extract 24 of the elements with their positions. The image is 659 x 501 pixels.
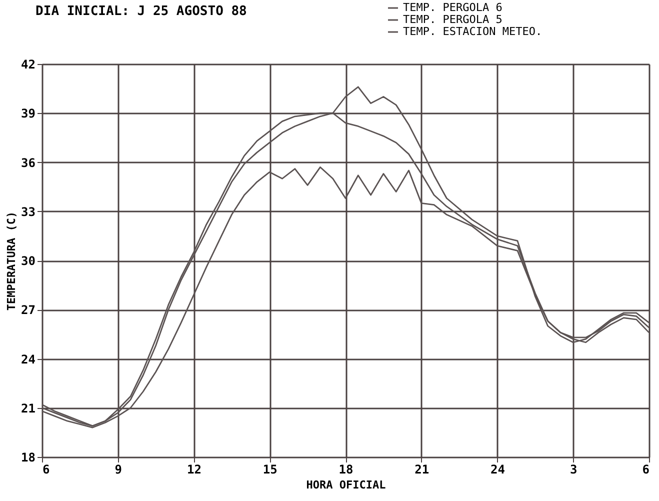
y-tick-label: 18 (21, 450, 36, 464)
x-tick-label: 15 (262, 462, 278, 476)
y-tick-label: 33 (21, 204, 36, 219)
y-tick-label: 30 (21, 254, 36, 268)
x-tick-label: 6 (642, 462, 650, 476)
legend-label: TEMP. PERGOLA 6 (403, 1, 502, 14)
y-tick-label: 27 (21, 303, 36, 318)
x-axis-title: HORA OFICIAL (306, 478, 386, 492)
y-tick-label: 39 (21, 106, 36, 121)
x-tick-label: 3 (570, 462, 578, 476)
x-tick-label: 21 (414, 462, 430, 476)
legend-label: TEMP. ESTACION METEO. (403, 25, 542, 38)
y-tick-label: 36 (21, 156, 36, 170)
y-tick-label: 42 (21, 58, 36, 72)
x-tick-label: 12 (187, 462, 202, 476)
x-tick-label: 18 (338, 462, 354, 476)
x-tick-label: 9 (114, 462, 122, 476)
chart-title: DIA INICIAL: J 25 AGOSTO 88 (36, 4, 248, 19)
legend-label: TEMP. PERGOLA 5 (403, 13, 502, 26)
y-tick-label: 21 (21, 401, 36, 416)
y-tick-label: 24 (21, 352, 36, 366)
y-axis-title: TEMPERATURA (C) (5, 211, 18, 311)
x-tick-label: 24 (490, 462, 505, 476)
x-tick-label: 6 (42, 462, 50, 476)
